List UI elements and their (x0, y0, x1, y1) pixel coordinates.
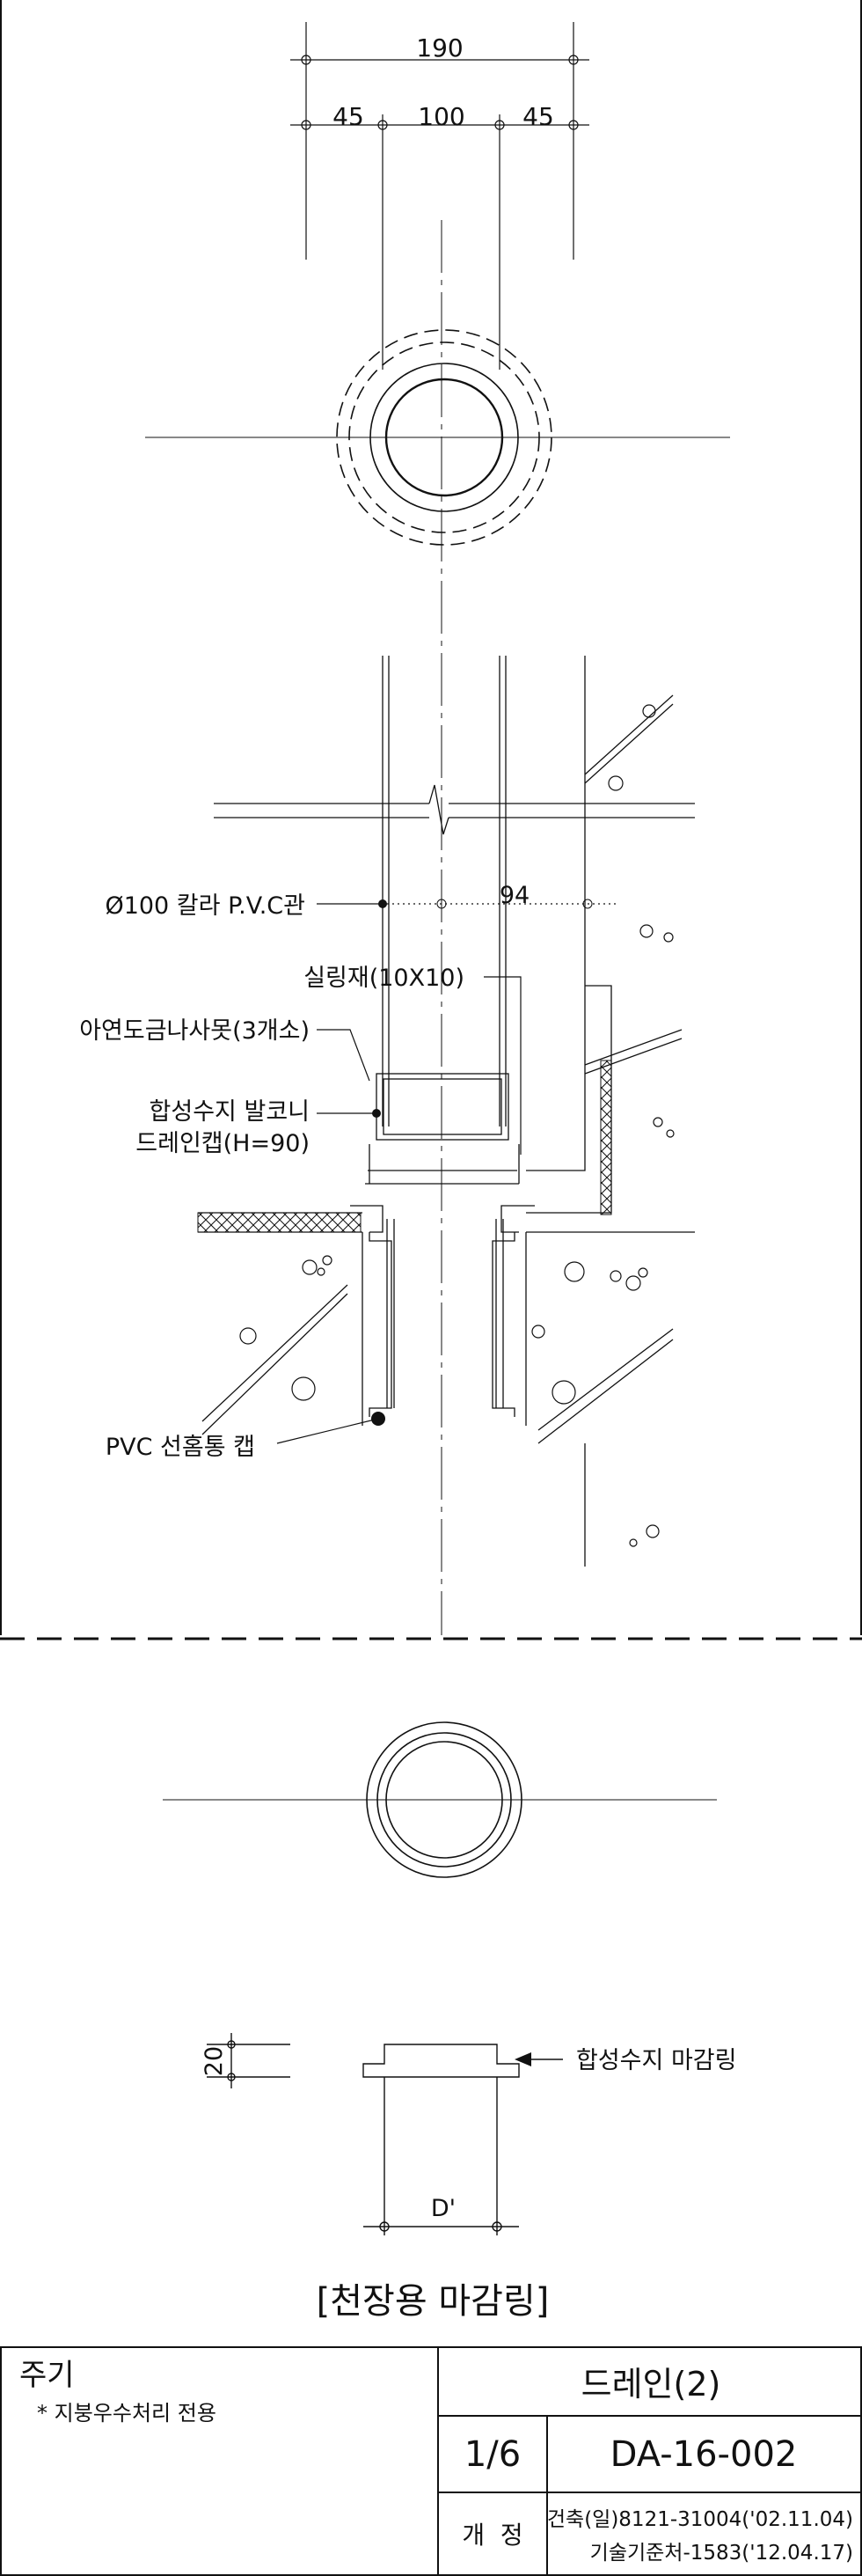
finish-ring-arrow (515, 2052, 531, 2066)
callout-gutter-cap: PVC 선홈통 캡 (106, 1434, 255, 1461)
dim-94-right (582, 899, 593, 909)
concrete-aggregate (239, 704, 675, 1547)
drawing-name: 드레인(2) (581, 2365, 721, 2404)
revision-label: 개 정 (462, 2521, 522, 2550)
right-wall-hatch (600, 1060, 612, 1215)
gutter-cap-marker (371, 1412, 385, 1426)
dim-total: 190 (416, 33, 463, 62)
revision-line-2: 기술기준처-1583('12.04.17) (590, 2542, 853, 2565)
finish-ring-section (207, 2033, 563, 2235)
dim-94-left (436, 899, 447, 909)
dim-center: 100 (418, 102, 464, 131)
drawing-number: DA-16-002 (610, 2434, 798, 2475)
dim-ring-diameter: D' (431, 2195, 456, 2222)
dim-pipe-offset: 94 (500, 882, 530, 909)
notes-heading: 주기 (19, 2358, 75, 2393)
section-title: [천장용 마감링] (317, 2281, 550, 2322)
callout-pvc-pipe: Ø100 칼라 P.V.C관 (105, 892, 305, 920)
note-text: * 지붕우수처리 전용 (37, 2401, 216, 2426)
title-block-frame (0, 2346, 862, 2576)
finish-ring-plan (163, 1721, 717, 1878)
dim-ring-height: 20 (201, 2046, 228, 2076)
sheet-border (0, 0, 862, 1640)
plan-dimensions (290, 22, 589, 370)
callout-finish-ring: 합성수지 마감링 (576, 2047, 736, 2074)
callout-screws: 아연도금나사못(3개소) (79, 1017, 310, 1045)
plan-drain-circles (145, 329, 730, 546)
callout-drain-cap-2: 드레인캡(H=90) (135, 1130, 310, 1157)
dim-left: 45 (332, 102, 364, 131)
pvc-pipe-marker (378, 899, 387, 908)
callout-drain-cap-1: 합성수지 발코니 (150, 1098, 310, 1126)
revision-line-1: 건축(일)8121-31004('02.11.04) (547, 2508, 853, 2531)
callout-sealant: 실링재(10X10) (303, 965, 464, 992)
left-slab-hatch (197, 1212, 362, 1233)
drain-cap-marker (372, 1109, 381, 1118)
sheet-number: 1/6 (464, 2434, 521, 2475)
callout-leaders (276, 903, 616, 1444)
dim-right: 45 (522, 102, 554, 131)
